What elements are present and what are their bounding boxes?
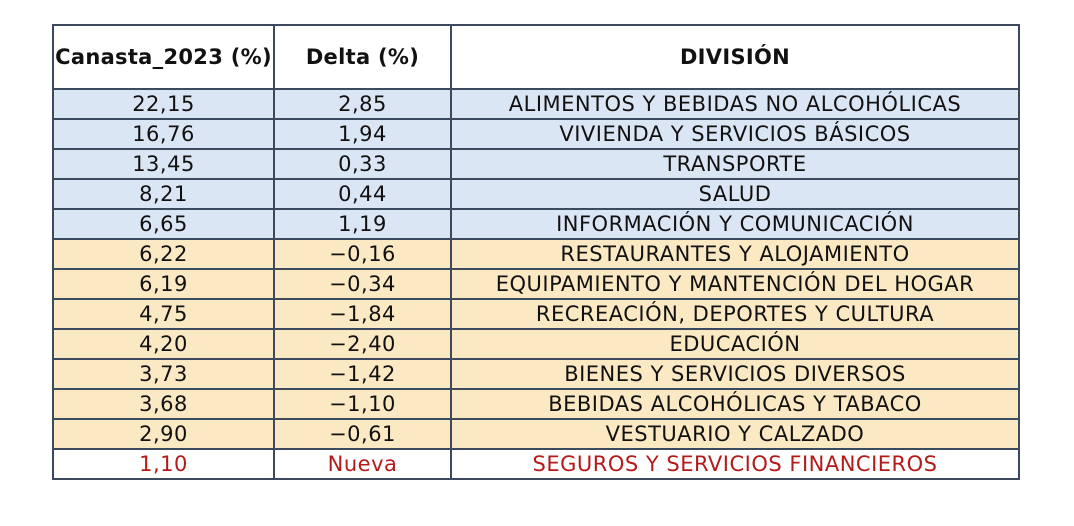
table-row: 6,65 1,19 INFORMACIÓN Y COMUNICACIÓN — [52, 208, 1020, 240]
weight-cell: 6,19 — [52, 268, 275, 300]
header-delta: Delta (%) — [273, 24, 452, 90]
table-row: 1,10 Nueva SEGUROS Y SERVICIOS FINANCIEROS — [52, 448, 1020, 480]
delta-cell: 0,33 — [273, 148, 452, 180]
weight-cell: 6,65 — [52, 208, 275, 240]
delta-cell: Nueva — [273, 448, 452, 480]
delta-cell: −1,42 — [273, 358, 452, 390]
table-row: 22,15 2,85 ALIMENTOS Y BEBIDAS NO ALCOHÓLI… — [52, 88, 1020, 120]
division-cell: TRANSPORTE — [450, 148, 1020, 180]
weight-cell: 6,22 — [52, 238, 275, 270]
table-row: 6,19 −0,34 EQUIPAMIENTO Y MANTENCIÓN DEL H… — [52, 268, 1020, 300]
header-weight-label: Canasta_2023 (%) — [55, 45, 272, 69]
delta-cell: 1,94 — [273, 118, 452, 150]
division-cell: SALUD — [450, 178, 1020, 210]
basket-weights-table: Canasta_2023 (%) Delta (%) DIVISIÓN 22,1… — [52, 24, 1020, 480]
table-row: 2,90 −0,61 VESTUARIO Y CALZADO — [52, 418, 1020, 450]
delta-cell: −0,34 — [273, 268, 452, 300]
division-cell: EQUIPAMIENTO Y MANTENCIÓN DEL HOGAR — [450, 268, 1020, 300]
division-cell: VIVIENDA Y SERVICIOS BÁSICOS — [450, 118, 1020, 150]
header-weight: Canasta_2023 (%) — [52, 24, 275, 90]
table-header: Canasta_2023 (%) Delta (%) DIVISIÓN — [52, 24, 1020, 90]
division-cell: ALIMENTOS Y BEBIDAS NO ALCOHÓLICAS — [450, 88, 1020, 120]
division-cell: INFORMACIÓN Y COMUNICACIÓN — [450, 208, 1020, 240]
delta-cell: 2,85 — [273, 88, 452, 120]
weight-cell: 3,68 — [52, 388, 275, 420]
division-cell: VESTUARIO Y CALZADO — [450, 418, 1020, 450]
table-row: 13,45 0,33 TRANSPORTE — [52, 148, 1020, 180]
division-cell: RECREACIÓN, DEPORTES Y CULTURA — [450, 298, 1020, 330]
weight-cell: 1,10 — [52, 448, 275, 480]
division-cell: BEBIDAS ALCOHÓLICAS Y TABACO — [450, 388, 1020, 420]
weight-cell: 2,90 — [52, 418, 275, 450]
division-cell: BIENES Y SERVICIOS DIVERSOS — [450, 358, 1020, 390]
delta-cell: −0,61 — [273, 418, 452, 450]
weight-cell: 22,15 — [52, 88, 275, 120]
delta-cell: −0,16 — [273, 238, 452, 270]
table-row: 6,22 −0,16 RESTAURANTES Y ALOJAMIENTO — [52, 238, 1020, 270]
table-row: 8,21 0,44 SALUD — [52, 178, 1020, 210]
header-division: DIVISIÓN — [450, 24, 1020, 90]
weight-cell: 4,20 — [52, 328, 275, 360]
delta-cell: −1,10 — [273, 388, 452, 420]
division-cell: SEGUROS Y SERVICIOS FINANCIEROS — [450, 448, 1020, 480]
header-row: Canasta_2023 (%) Delta (%) DIVISIÓN — [52, 24, 1020, 90]
table-body: 22,15 2,85 ALIMENTOS Y BEBIDAS NO ALCOHÓLI… — [52, 88, 1020, 480]
header-division-label: DIVISIÓN — [679, 45, 791, 69]
weight-cell: 3,73 — [52, 358, 275, 390]
table-row: 3,73 −1,42 BIENES Y SERVICIOS DIVERSOS — [52, 358, 1020, 390]
delta-cell: −2,40 — [273, 328, 452, 360]
weight-cell: 16,76 — [52, 118, 275, 150]
header-delta-label: Delta (%) — [305, 45, 420, 69]
weight-cell: 8,21 — [52, 178, 275, 210]
division-cell: EDUCACIÓN — [450, 328, 1020, 360]
table-row: 3,68 −1,10 BEBIDAS ALCOHÓLICAS Y TABACO — [52, 388, 1020, 420]
delta-cell: 1,19 — [273, 208, 452, 240]
delta-cell: −1,84 — [273, 298, 452, 330]
table-row: 4,20 −2,40 EDUCACIÓN — [52, 328, 1020, 360]
table-row: 4,75 −1,84 RECREACIÓN, DEPORTES Y CULTURA — [52, 298, 1020, 330]
weight-cell: 13,45 — [52, 148, 275, 180]
table-row: 16,76 1,94 VIVIENDA Y SERVICIOS BÁSICOS — [52, 118, 1020, 150]
division-cell: RESTAURANTES Y ALOJAMIENTO — [450, 238, 1020, 270]
delta-cell: 0,44 — [273, 178, 452, 210]
weight-cell: 4,75 — [52, 298, 275, 330]
